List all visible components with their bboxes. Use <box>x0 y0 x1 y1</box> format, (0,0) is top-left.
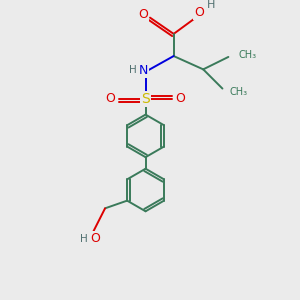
Text: S: S <box>141 92 150 106</box>
Text: O: O <box>90 232 100 245</box>
Text: H: H <box>207 0 215 10</box>
Text: CH₃: CH₃ <box>230 86 248 97</box>
Text: N: N <box>139 64 148 77</box>
Text: O: O <box>139 8 148 21</box>
Text: O: O <box>194 6 204 19</box>
Text: O: O <box>106 92 116 105</box>
Text: O: O <box>176 92 185 105</box>
Text: CH₃: CH₃ <box>239 50 257 60</box>
Text: H: H <box>80 234 87 244</box>
Text: H: H <box>129 65 137 75</box>
